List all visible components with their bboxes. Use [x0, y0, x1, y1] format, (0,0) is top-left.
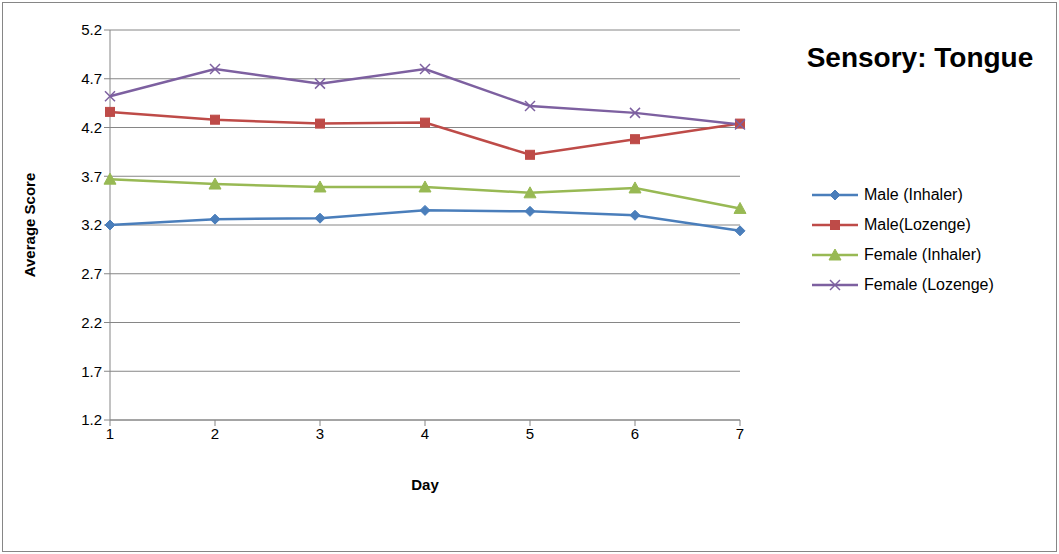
- svg-text:3: 3: [316, 425, 324, 442]
- svg-text:Average Score: Average Score: [21, 173, 38, 278]
- svg-text:4: 4: [421, 425, 429, 442]
- svg-text:6: 6: [631, 425, 639, 442]
- svg-text:3.2: 3.2: [81, 216, 102, 233]
- svg-text:1.2: 1.2: [81, 411, 102, 428]
- svg-text:2.7: 2.7: [81, 265, 102, 282]
- svg-text:5: 5: [526, 425, 534, 442]
- svg-text:2.2: 2.2: [81, 314, 102, 331]
- html-text:Female (Inhaler): Female (Inhaler): [864, 246, 982, 263]
- html-text:Sensory: Tongue: Sensory: Tongue: [806, 42, 1034, 73]
- svg-text:7: 7: [736, 425, 744, 442]
- svg-text:Day: Day: [411, 476, 439, 493]
- svg-text:5.2: 5.2: [81, 21, 102, 38]
- svg-text:4.7: 4.7: [81, 70, 102, 87]
- svg-text:4.2: 4.2: [81, 119, 102, 136]
- svg-text:2: 2: [211, 425, 219, 442]
- svg-text:3.7: 3.7: [81, 168, 102, 185]
- svg-text:1.7: 1.7: [81, 363, 102, 380]
- html-text:Male(Lozenge): Male(Lozenge): [864, 216, 971, 233]
- html-text:Male (Inhaler): Male (Inhaler): [864, 186, 963, 203]
- svg-text:1: 1: [106, 425, 114, 442]
- html-text:Female (Lozenge): Female (Lozenge): [864, 276, 994, 293]
